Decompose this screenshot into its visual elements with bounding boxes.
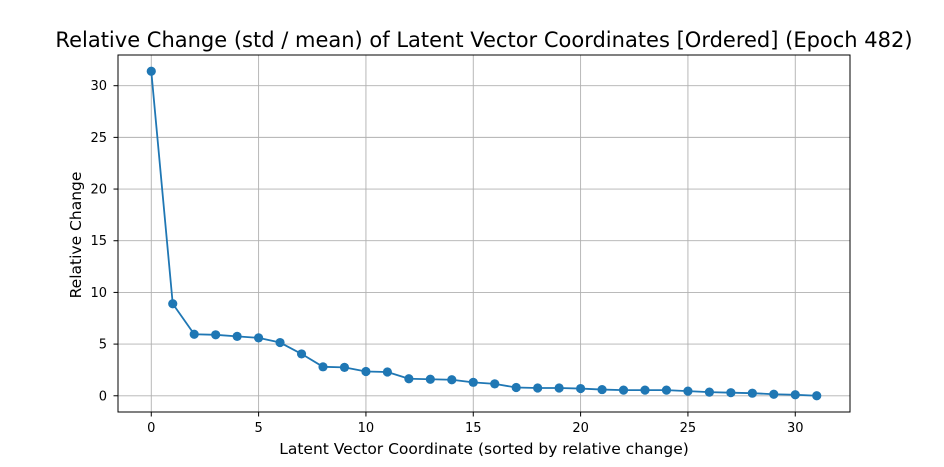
chart-title: Relative Change (std / mean) of Latent V… — [55, 28, 912, 52]
data-point — [382, 367, 393, 377]
data-point — [618, 385, 629, 395]
data-point — [425, 374, 435, 384]
y-tick-label: 20 — [90, 183, 107, 198]
data-point — [468, 377, 478, 387]
data-point — [490, 379, 500, 389]
data-point — [511, 382, 521, 393]
data-point — [447, 375, 457, 385]
data-point — [726, 388, 736, 398]
data-point — [146, 66, 156, 76]
data-point — [254, 333, 264, 343]
data-point — [339, 362, 350, 372]
data-point — [318, 362, 328, 372]
data-point — [232, 331, 242, 341]
data-point — [211, 330, 221, 340]
plot-frame — [117, 54, 851, 413]
x-axis-label: Latent Vector Coordinate (sorted by rela… — [279, 440, 689, 458]
y-tick-label: 25 — [90, 131, 107, 146]
y-tick-label: 0 — [99, 389, 107, 404]
data-point — [790, 390, 800, 400]
x-tick-label: 5 — [254, 421, 262, 436]
x-tick-label: 30 — [787, 421, 804, 436]
data-point — [704, 387, 714, 397]
data-point — [812, 391, 822, 401]
data-point — [404, 374, 414, 384]
data-point — [189, 329, 199, 339]
data-point — [640, 385, 650, 395]
y-tick-label: 30 — [90, 79, 107, 94]
data-point — [361, 366, 371, 377]
data-point — [683, 386, 693, 396]
data-point — [296, 349, 307, 359]
data-point — [661, 385, 672, 395]
x-tick-label: 0 — [147, 421, 155, 436]
y-tick-label: 10 — [90, 286, 107, 301]
data-point — [533, 383, 543, 393]
data-point — [769, 389, 779, 399]
data-point — [575, 383, 586, 394]
y-tick-label: 15 — [90, 234, 107, 249]
x-tick-label: 15 — [465, 421, 482, 436]
y-axis-label: Relative Change — [67, 172, 85, 299]
data-point — [554, 383, 564, 393]
series-group — [146, 66, 822, 401]
data-point — [168, 299, 178, 309]
x-tick-label: 10 — [358, 421, 375, 436]
data-point — [747, 388, 757, 398]
axis-ticks: 0 5 10 15 20 25 30 0 5 10 15 20 25 30 — [90, 79, 803, 436]
grid-lines — [118, 55, 850, 412]
data-point — [597, 384, 607, 395]
x-tick-label: 20 — [572, 421, 589, 436]
data-point — [275, 337, 285, 348]
x-tick-label: 25 — [680, 421, 697, 436]
y-tick-label: 5 — [99, 338, 107, 353]
